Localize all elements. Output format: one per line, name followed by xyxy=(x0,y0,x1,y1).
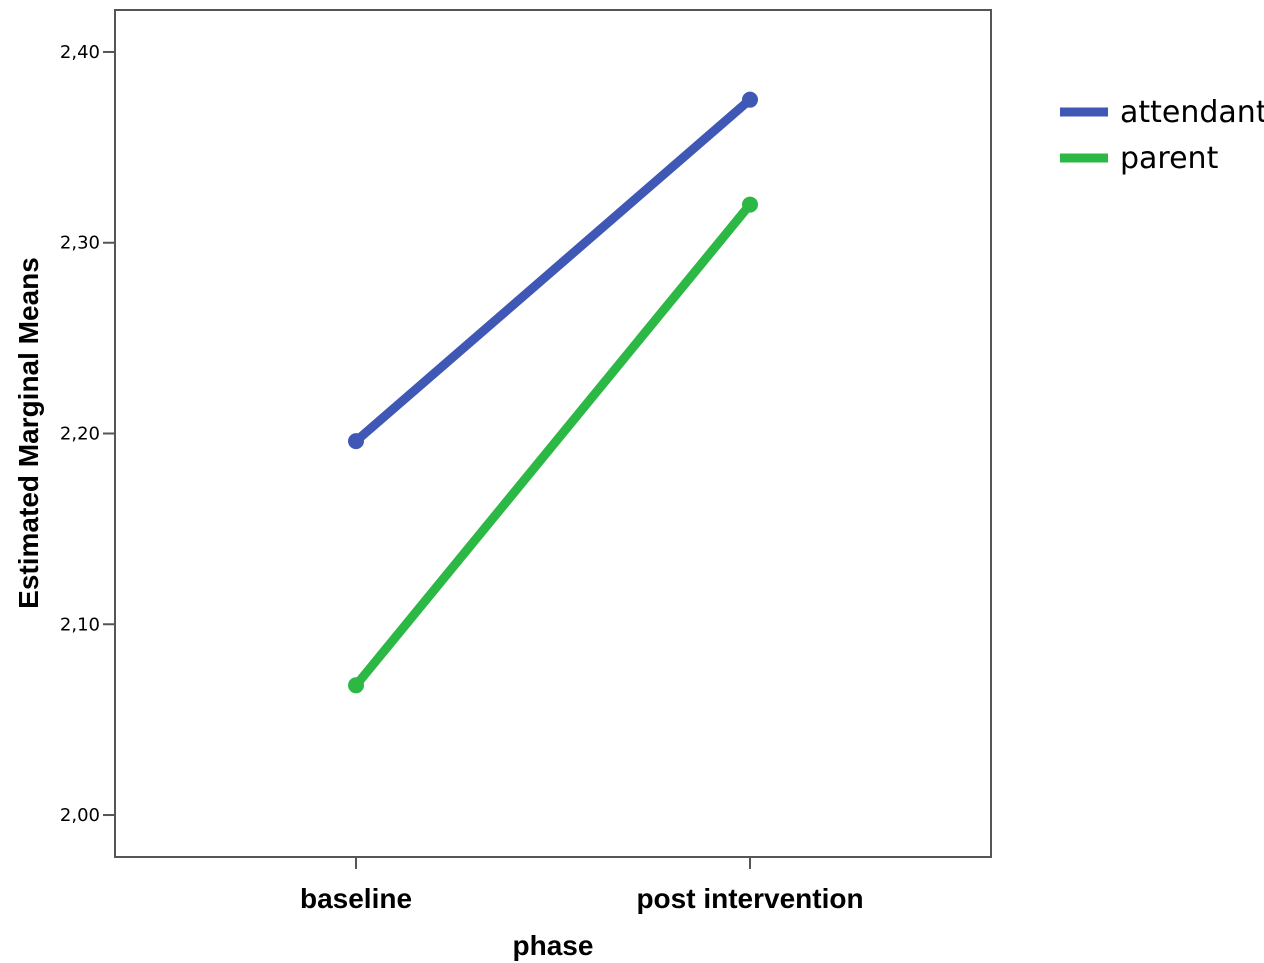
y-tick-label: 2,20 xyxy=(60,424,100,445)
y-axis-title: Estimated Marginal Means xyxy=(13,257,44,609)
y-tick-label: 2,40 xyxy=(60,42,100,63)
y-tick-label: 2,10 xyxy=(60,614,100,635)
series-line-attendant xyxy=(351,95,755,446)
legend-label-attendant: attendant xyxy=(1120,95,1264,130)
x-axis: baseline post intervention xyxy=(300,857,864,914)
legend-label-parent: parent xyxy=(1120,141,1219,176)
y-axis: 2,00 2,10 2,20 2,30 2,40 xyxy=(60,42,115,826)
data-point-parent xyxy=(348,677,364,694)
data-point-attendant xyxy=(742,91,758,108)
x-tick-label: post intervention xyxy=(636,883,863,914)
legend: attendant parent xyxy=(1060,95,1264,176)
x-tick-label: baseline xyxy=(300,883,412,914)
series-line-parent xyxy=(351,200,755,690)
plot-frame xyxy=(114,9,992,858)
data-point-parent xyxy=(742,196,758,213)
data-point-attendant xyxy=(348,433,364,450)
y-tick-label: 2,30 xyxy=(60,233,100,254)
y-tick-label: 2,00 xyxy=(60,805,100,826)
x-axis-title: phase xyxy=(513,930,594,961)
series-layer xyxy=(348,91,758,694)
